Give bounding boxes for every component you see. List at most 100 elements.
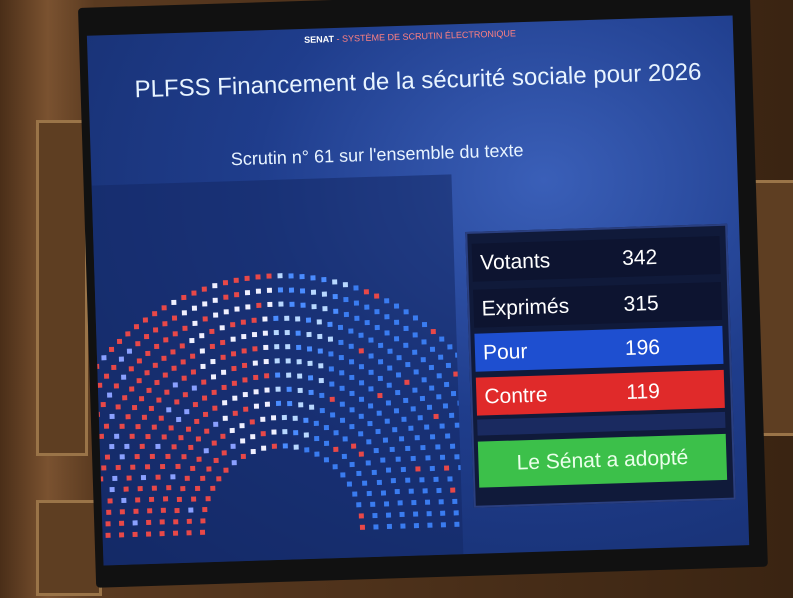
result-value: 196 — [624, 335, 661, 360]
seat — [421, 377, 427, 383]
seat — [210, 374, 217, 380]
seat — [358, 513, 364, 519]
seat — [172, 331, 178, 337]
seat — [408, 425, 414, 431]
seat — [249, 419, 255, 425]
seat — [412, 315, 419, 321]
seat — [365, 460, 371, 466]
seat — [375, 428, 381, 435]
seat — [159, 531, 165, 537]
seat — [307, 375, 314, 381]
seat — [231, 380, 237, 386]
seat — [358, 451, 364, 457]
seat — [122, 395, 128, 401]
seat — [230, 443, 236, 449]
seat — [223, 309, 229, 315]
seat — [232, 410, 238, 416]
seat — [395, 390, 401, 396]
seat — [454, 454, 460, 460]
seat — [387, 365, 393, 371]
seat — [172, 382, 178, 388]
seat — [348, 328, 354, 334]
seat — [323, 457, 330, 463]
seat — [233, 277, 239, 283]
seat — [200, 518, 206, 524]
seat — [288, 273, 294, 279]
seat — [404, 379, 410, 385]
seat — [125, 331, 131, 337]
seat — [341, 453, 347, 460]
seat — [306, 331, 312, 338]
seat — [253, 403, 260, 409]
seat — [373, 448, 379, 454]
seat — [377, 392, 383, 399]
seat — [231, 365, 237, 372]
seat — [412, 349, 418, 355]
seat — [93, 498, 99, 504]
seat — [337, 324, 344, 330]
seat — [222, 400, 228, 406]
seat — [239, 423, 245, 429]
seat — [200, 475, 206, 481]
seat — [156, 397, 162, 403]
seat — [153, 327, 159, 333]
seat — [318, 377, 324, 384]
seat — [244, 290, 251, 296]
seat — [101, 465, 107, 471]
seat — [281, 414, 287, 421]
seat — [91, 372, 93, 379]
seat — [274, 344, 280, 350]
seat — [119, 454, 125, 460]
seat — [179, 343, 185, 349]
seat — [287, 400, 293, 407]
seat — [103, 423, 110, 429]
seat — [149, 453, 155, 460]
seat — [186, 530, 192, 536]
seat — [368, 386, 374, 392]
seat — [424, 424, 430, 430]
seat — [450, 391, 457, 397]
seat — [195, 436, 201, 442]
seat — [457, 400, 463, 406]
seat — [253, 389, 259, 395]
seat — [174, 399, 180, 405]
seat — [309, 404, 315, 410]
seat — [159, 519, 165, 525]
seat — [160, 507, 166, 513]
seat — [333, 308, 339, 314]
seat — [107, 392, 113, 398]
seat — [328, 366, 334, 372]
seat — [403, 325, 409, 331]
seat — [348, 343, 354, 349]
seat — [201, 379, 207, 385]
seat — [394, 489, 400, 495]
seat — [343, 296, 349, 303]
seat — [213, 421, 219, 427]
seat — [293, 444, 299, 450]
seat — [295, 316, 301, 322]
seat — [142, 317, 148, 323]
seat — [132, 531, 138, 538]
seat — [419, 477, 425, 483]
seat — [91, 392, 96, 398]
seat — [353, 285, 359, 291]
seat — [95, 487, 101, 493]
seat — [241, 362, 248, 369]
seat — [221, 369, 227, 375]
seat — [253, 374, 259, 381]
seat — [242, 391, 248, 398]
seat — [358, 413, 364, 419]
seat — [292, 415, 298, 421]
seat — [212, 297, 218, 303]
seat — [277, 273, 283, 279]
seat — [189, 337, 195, 344]
seat — [145, 433, 151, 440]
wood-panel — [36, 120, 88, 456]
seat — [395, 456, 401, 462]
seat — [308, 389, 314, 396]
seat — [170, 474, 176, 480]
seat — [106, 509, 112, 515]
seat — [162, 496, 169, 502]
seat — [449, 443, 456, 449]
seat — [240, 453, 246, 460]
